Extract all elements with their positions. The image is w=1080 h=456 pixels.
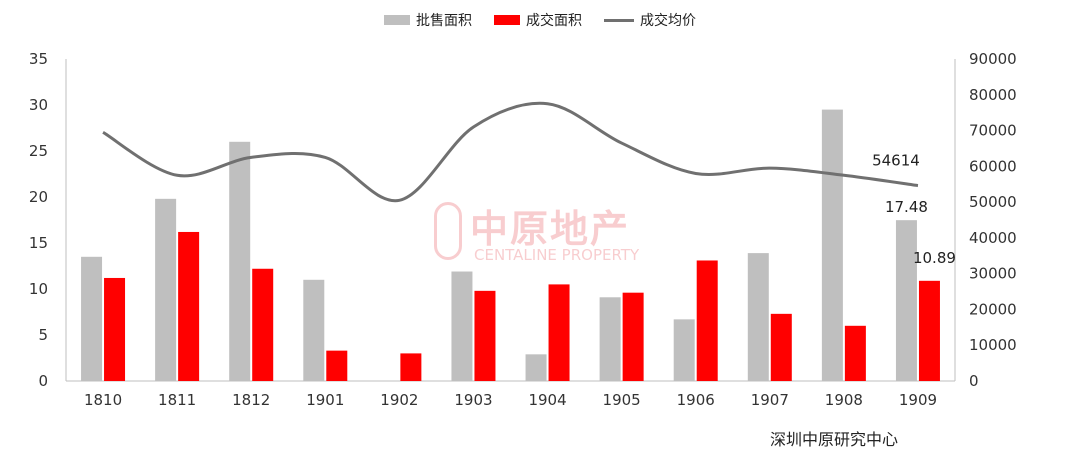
transaction-bar [770,313,792,381]
y-right-tick-label: 20000 [969,300,1017,318]
y-right-tick-label: 50000 [969,193,1017,211]
transaction-bar [622,292,644,381]
y-left-tick-label: 15 [29,234,48,252]
watermark-logo: 中原地产 CENTALINE PROPERTY [432,198,652,268]
legend-label-transaction: 成交面积 [526,13,582,29]
transaction-bar [104,277,126,381]
transaction-bar [326,350,348,381]
x-tick-label: 1906 [677,391,715,409]
supply-bar [747,253,769,381]
x-tick-label: 1812 [232,391,270,409]
y-right-tick-label: 80000 [969,86,1017,104]
y-left-tick-label: 5 [38,326,48,344]
watermark-emblem-icon [434,202,462,260]
y-right-tick-label: 60000 [969,157,1017,175]
supply-bar [599,297,621,381]
y-right-tick-label: 90000 [969,50,1017,68]
legend-swatch-supply [384,15,410,25]
supply-bar [673,319,695,381]
x-tick-label: 1905 [603,391,641,409]
supply-bar [81,256,103,381]
x-tick-label: 1902 [380,391,418,409]
transaction-bar [252,268,274,381]
legend-swatch-transaction [494,15,520,25]
y-left-tick-label: 30 [29,96,48,114]
x-tick-label: 1907 [751,391,789,409]
legend-item-supply: 批售面积 [384,10,472,30]
supply-data-label: 17.48 [885,198,928,216]
legend-label-supply: 批售面积 [416,13,472,29]
legend: 批售面积 成交面积 成交均价 [0,8,1080,32]
supply-bar [525,354,547,381]
x-tick-label: 1903 [454,391,492,409]
y-right-tick-label: 30000 [969,265,1017,283]
transaction-bar [178,231,200,381]
supply-bar [821,109,843,381]
x-tick-label: 1909 [899,391,937,409]
price-line [102,101,919,203]
y-left-tick-label: 0 [38,372,48,390]
supply-bar [229,141,251,381]
supply-bar [303,279,325,381]
x-tick-label: 1901 [306,391,344,409]
transaction-bar [918,280,940,381]
transaction-bar [474,290,496,381]
y-left-tick-label: 35 [29,50,48,68]
source-label: 深圳中原研究中心 [770,430,899,449]
transaction-bar [400,353,422,381]
price-data-label: 54614 [872,152,920,170]
supply-bar [155,198,177,381]
y-right-tick-label: 40000 [969,229,1017,247]
transaction-bar [844,325,866,381]
supply-bar [895,220,917,381]
y-right-tick-label: 0 [969,372,979,390]
y-left-tick-label: 20 [29,188,48,206]
supply-bar [451,271,473,381]
x-tick-label: 1904 [528,391,566,409]
legend-item-price: 成交均价 [604,10,696,30]
y-right-tick-label: 70000 [969,122,1017,140]
x-tick-label: 1908 [825,391,863,409]
y-right-tick-label: 10000 [969,336,1017,354]
y-left-tick-label: 10 [29,280,48,298]
x-tick-label: 1811 [158,391,196,409]
x-tick-label: 1810 [84,391,122,409]
watermark-main-text: 中原地产 [470,207,631,251]
transaction-bar [548,284,570,381]
legend-swatch-price [604,18,634,22]
legend-item-transaction: 成交面积 [494,10,582,30]
watermark-sub-text: CENTALINE PROPERTY [474,246,640,264]
legend-label-price: 成交均价 [640,13,696,29]
transaction-data-label: 10.89 [913,249,956,267]
transaction-bar [696,260,718,381]
y-left-tick-label: 25 [29,142,48,160]
